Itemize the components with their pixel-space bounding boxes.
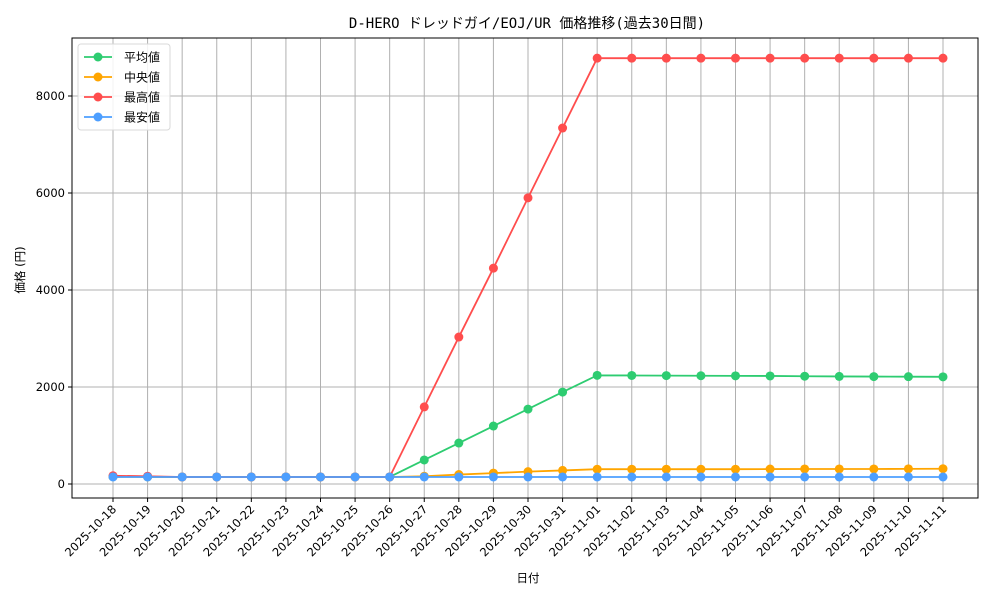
data-point — [765, 472, 775, 482]
legend-entry: 中央値 — [84, 70, 160, 85]
legend-entry: 最高値 — [84, 90, 160, 105]
data-point — [177, 472, 187, 482]
data-point — [938, 53, 948, 63]
plot-frame — [71, 37, 979, 499]
data-point — [696, 371, 706, 381]
data-point — [938, 464, 948, 474]
y-axis-label: 価格 (円) — [13, 246, 27, 293]
data-point — [800, 472, 810, 482]
data-point — [108, 472, 118, 482]
legend-box — [77, 43, 171, 131]
data-point — [731, 53, 740, 63]
data-point — [903, 372, 913, 382]
data-point — [869, 464, 879, 474]
legend-label: 最安値 — [124, 110, 160, 125]
data-point — [834, 371, 844, 381]
data-point — [558, 472, 568, 482]
data-point — [488, 421, 498, 431]
data-point — [765, 464, 775, 474]
data-point — [731, 371, 740, 381]
x-axis-label: 日付 — [517, 571, 540, 585]
y-tick-label: 0 — [58, 477, 65, 491]
data-point — [592, 370, 602, 380]
data-point — [869, 53, 879, 63]
data-point — [661, 371, 671, 381]
data-point — [523, 472, 533, 482]
data-point — [869, 372, 879, 382]
data-point — [696, 472, 706, 482]
legend-label: 平均値 — [124, 50, 160, 65]
data-point — [800, 53, 810, 63]
data-point — [627, 53, 637, 63]
series-lines — [108, 53, 948, 482]
data-point — [765, 53, 775, 63]
legend-label: 最高値 — [124, 90, 160, 105]
grid-lines — [72, 38, 978, 498]
data-point — [281, 472, 291, 482]
y-tick-label: 8000 — [36, 89, 65, 103]
data-point — [661, 472, 671, 482]
data-point — [558, 123, 568, 133]
data-point — [592, 464, 602, 474]
data-point — [903, 464, 913, 474]
data-point — [488, 472, 498, 482]
data-point — [731, 464, 740, 474]
data-point — [834, 53, 844, 63]
data-point — [696, 464, 706, 474]
data-point — [523, 404, 533, 414]
data-point — [419, 402, 429, 412]
x-axis-ticks: 2025-10-182025-10-192025-10-202025-10-21… — [62, 498, 949, 559]
legend-marker-icon — [93, 52, 103, 62]
y-tick-label: 6000 — [36, 186, 65, 200]
data-point — [454, 472, 464, 482]
y-tick-label: 4000 — [36, 283, 65, 297]
data-point — [350, 472, 360, 482]
data-point — [800, 371, 810, 381]
data-point — [800, 464, 810, 474]
legend-marker-icon — [93, 72, 103, 82]
data-point — [558, 465, 568, 475]
data-point — [592, 53, 602, 63]
y-tick-label: 2000 — [36, 380, 65, 394]
legend-marker-icon — [93, 112, 103, 122]
data-point — [454, 332, 464, 342]
data-point — [938, 372, 948, 382]
data-point — [834, 472, 844, 482]
data-point — [627, 472, 637, 482]
data-point — [143, 472, 153, 482]
data-point — [903, 472, 913, 482]
data-point — [627, 370, 637, 380]
legend-label: 中央値 — [124, 70, 160, 85]
data-point — [523, 193, 533, 203]
data-point — [696, 53, 706, 63]
data-point — [316, 472, 325, 482]
data-point — [212, 472, 222, 482]
data-point — [419, 472, 429, 482]
legend-entry: 平均値 — [84, 50, 160, 65]
data-point — [246, 472, 256, 482]
data-point — [869, 472, 879, 482]
series-最安値 — [108, 472, 948, 482]
data-point — [454, 438, 464, 448]
y-axis-ticks: 0 2000 4000 6000 8000 — [36, 89, 72, 491]
data-point — [627, 464, 637, 474]
chart-title: D-HERO ドレッドガイ/EOJ/UR 価格推移(過去30日間) — [349, 16, 705, 32]
data-point — [765, 371, 775, 381]
data-point — [419, 455, 429, 465]
legend-entry: 最安値 — [84, 110, 160, 125]
data-point — [592, 472, 602, 482]
data-point — [558, 387, 568, 397]
data-point — [903, 53, 913, 63]
data-point — [661, 53, 671, 63]
data-point — [938, 472, 948, 482]
data-point — [661, 464, 671, 474]
data-point — [834, 464, 844, 474]
data-point — [731, 472, 740, 482]
legend-marker-icon — [93, 92, 103, 102]
data-point — [488, 263, 498, 273]
data-point — [385, 472, 395, 482]
